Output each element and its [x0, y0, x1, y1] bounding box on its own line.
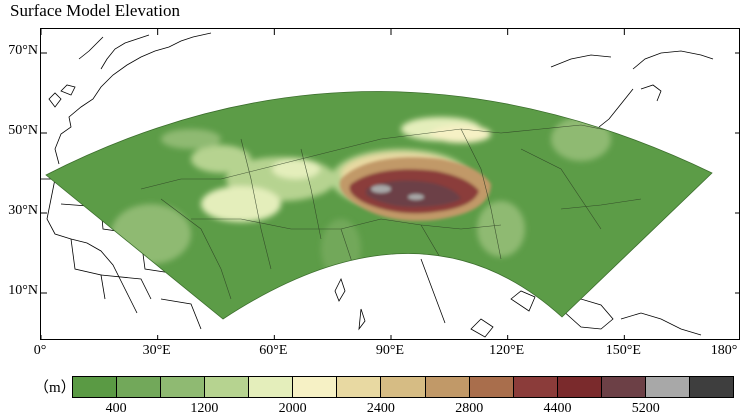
map-frame — [40, 28, 740, 340]
colorbar-segment — [205, 377, 250, 397]
colorbar-label: 5200 — [631, 401, 660, 416]
longitude-label: 120°E — [489, 343, 525, 358]
country-borders — [140, 124, 642, 300]
colorbar-segment — [557, 377, 602, 397]
colorbar-segment — [601, 377, 646, 397]
longitude-label: 180° — [710, 343, 738, 358]
colorbar-segment — [513, 377, 558, 397]
colorbar-label: 4400 — [543, 401, 572, 416]
latitude-label: 30°N — [8, 203, 38, 218]
longitude-label: 30°E — [142, 343, 171, 358]
colorbar-segment — [689, 377, 733, 397]
map-title: Surface Model Elevation — [10, 1, 180, 20]
colorbar-segment — [645, 377, 690, 397]
colorbar-label: 2400 — [366, 401, 395, 416]
colorbar-label: 2800 — [455, 401, 484, 416]
colorbar-segment — [73, 377, 118, 397]
elevation-colorbar — [72, 376, 734, 398]
latitude-label: 10°N — [8, 283, 38, 298]
colorbar-segment — [117, 377, 162, 397]
colorbar-label: 2000 — [278, 401, 307, 416]
colorbar-segment — [337, 377, 382, 397]
colorbar-segment — [381, 377, 426, 397]
axis-ticks — [41, 29, 739, 339]
longitude-label: 150°E — [605, 343, 641, 358]
colorbar-segment — [293, 377, 338, 397]
colorbar-segment — [469, 377, 514, 397]
latitude-label: 50°N — [8, 123, 38, 138]
longitude-label: 90°E — [375, 343, 405, 358]
colorbar-unit: （m） — [34, 380, 76, 396]
longitude-label: 60°E — [259, 343, 288, 358]
latitude-label: 70°N — [8, 43, 38, 58]
map-canvas — [41, 29, 739, 339]
colorbar-segment — [249, 377, 294, 397]
elevation-field — [46, 91, 712, 319]
model-domain-boundary — [45, 91, 713, 320]
colorbar-label: 400 — [105, 401, 127, 416]
colorbar-label: 1200 — [190, 401, 219, 416]
longitude-label: 0° — [33, 343, 47, 358]
colorbar-segment — [425, 377, 470, 397]
colorbar-segment — [161, 377, 206, 397]
